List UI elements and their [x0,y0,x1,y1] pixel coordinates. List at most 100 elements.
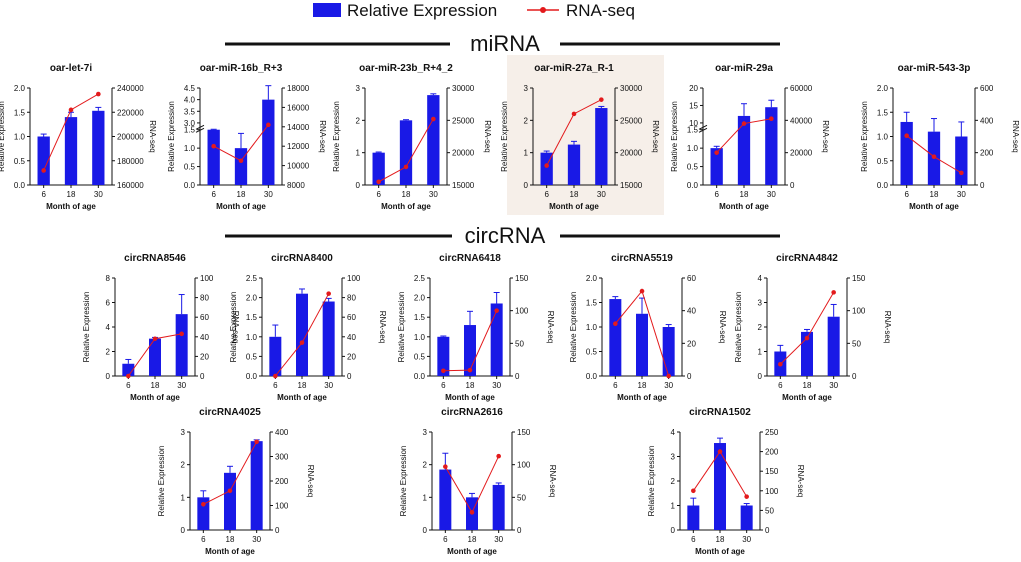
y-axis-title: Relative Expression [82,292,91,363]
chart-panel: circRNA1502 0 1 2 3 4 0 50 100 150 200 250 Relative … [647,407,805,556]
y2-tick-label: 60 [347,313,356,322]
rnaseq-point [273,373,278,379]
panel-title: oar-miR-29a [715,63,773,74]
x-tick-label: 30 [829,381,838,390]
bar [296,293,308,376]
bar [492,484,505,530]
y-tick-label: 1 [671,502,676,511]
y2-tick-label: 0 [790,181,795,190]
panel-title: circRNA4025 [199,407,261,418]
y-tick-label: 2.0 [246,294,258,303]
y-tick-label: 3 [671,453,676,462]
y2-tick-label: 20000 [452,149,475,158]
bar [175,314,188,376]
x-axis-title: Month of age [909,202,959,211]
x-tick-label: 18 [237,190,246,199]
bar [234,148,248,185]
chart-panels: oar-let-7i0.00.51.01.52.0160000180000200… [0,55,1020,556]
chart-panel: oar-miR-23b_R+4_2 0 1 2 3 15000 20000 25000 3000… [332,63,492,211]
y2-tick-label: 60000 [790,84,813,93]
rnaseq-point [238,158,244,164]
y-tick-label: 2 [524,116,529,125]
bar [439,469,452,530]
y-tick-label: 3 [356,84,361,93]
rnaseq-point [179,331,184,337]
y-tick-label: 2 [423,461,428,470]
x-tick-label: 6 [441,381,446,390]
y-tick-label: 1.5 [414,313,426,322]
y2-tick-label: 0 [515,372,520,381]
y2-axis-title: RNA-seq [883,311,892,343]
y-tick-label: 0.0 [246,372,258,381]
y2-tick-label: 50 [515,339,524,348]
rnaseq-point [41,168,46,173]
highlight-background [507,55,664,215]
mirna-section-header: miRNA [225,31,780,56]
y-tick-label: 1.5 [877,108,889,117]
bar [207,129,220,185]
circrna-section-header: circRNA [225,223,780,248]
y2-tick-label: 0 [687,372,692,381]
y2-tick-label: 30000 [620,84,643,93]
bar [955,136,968,185]
y-axis-title: Relative Expression [397,292,406,363]
y2-tick-label: 100 [200,274,214,283]
y-tick-label: 4.5 [184,84,196,93]
y2-tick-label: 100 [852,307,866,316]
y2-tick-label: 60 [687,274,696,283]
y-tick-label: 0 [423,526,428,535]
y-tick-label: 1 [356,149,361,158]
y-tick-label: 0.0 [14,181,26,190]
y2-tick-label: 220000 [117,108,144,117]
y2-tick-label: 100 [275,502,289,511]
rnaseq-point [831,290,836,295]
rnaseq-point [326,291,331,296]
legend-bar-label: Relative Expression [347,1,497,20]
chart-panel: circRNA8400 0.0 0.5 1.0 1.5 2.0 2.5 0 20 40 60 80 10… [229,253,387,402]
x-tick-label: 30 [94,190,103,199]
panel-title: circRNA1502 [689,407,751,418]
y-tick-label: 1.0 [246,333,258,342]
y-tick-label: 0.0 [687,181,699,190]
y2-tick-label: 15000 [620,181,643,190]
y-tick-label: 3 [524,84,529,93]
bar [427,95,440,185]
rnaseq-point [804,335,810,341]
x-tick-label: 18 [402,190,411,199]
x-tick-label: 18 [716,535,725,544]
y-tick-label: 0.5 [184,163,196,172]
y-tick-label: 1 [181,493,186,502]
y2-tick-label: 10000 [287,162,310,171]
panel-title: oar-miR-27a_R-1 [534,63,614,74]
y-tick-label: 2 [181,461,186,470]
x-tick-label: 6 [714,190,719,199]
y2-tick-label: 16000 [287,103,310,112]
x-tick-label: 6 [544,190,549,199]
x-axis-title: Month of age [216,202,266,211]
y2-tick-label: 20000 [620,149,643,158]
y2-tick-label: 12000 [287,142,310,151]
y-tick-label: 1.0 [184,144,196,153]
y2-tick-label: 600 [980,84,994,93]
y-tick-label: 0 [758,372,763,381]
y2-tick-label: 150 [765,467,779,476]
y-tick-label: 1.0 [877,133,889,142]
y-tick-label: 3.5 [184,107,196,116]
y2-axis-title: RNA-seq [318,120,327,152]
x-tick-label: 30 [957,190,966,199]
bar [149,338,161,376]
y-tick-label: 1.5 [246,313,258,322]
y-tick-label: 0 [181,526,186,535]
y-tick-label: 2 [356,116,361,125]
x-tick-label: 18 [298,381,307,390]
bar [827,316,840,376]
rnaseq-point [544,163,549,168]
y2-axis-title: RNA-seq [796,465,805,497]
x-tick-label: 30 [767,190,776,199]
y2-axis-title: RNA-seq [231,311,240,343]
bar [687,505,700,530]
y-axis-title: Relative Expression [569,292,578,363]
y-tick-label: 20 [689,84,698,93]
